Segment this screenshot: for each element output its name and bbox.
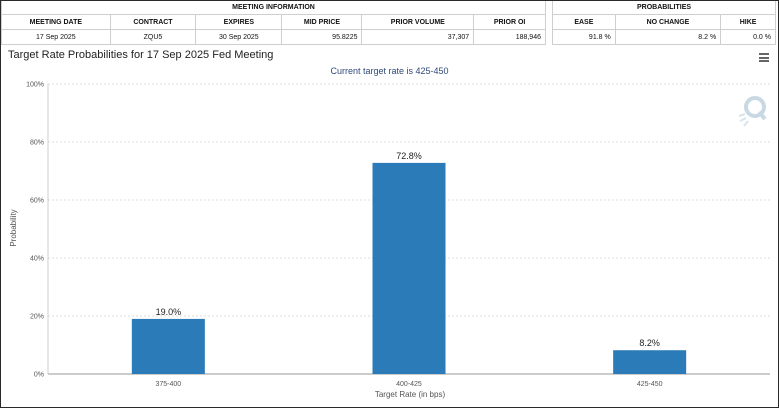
- bar[interactable]: [131, 318, 205, 374]
- y-tick-label: 60%: [30, 198, 44, 205]
- cell-hike: 0.0 %: [720, 29, 776, 45]
- cell-prior-volume: 37,307: [361, 29, 475, 45]
- meeting-info-header: MEETING INFORMATION: [1, 1, 546, 15]
- col-mid-price: MID PRICE: [281, 14, 363, 30]
- cell-no-change: 8.2 %: [614, 29, 722, 45]
- x-tick-label: 400-425: [396, 381, 422, 388]
- meeting-info-table: MEETING INFORMATION MEETING DATE CONTRAC…: [1, 1, 546, 45]
- cell-prior-oi: 188,946: [473, 29, 546, 45]
- data-label: 72.8%: [396, 151, 422, 161]
- hamburger-menu-icon[interactable]: [759, 53, 769, 62]
- y-tick-label: 0%: [34, 372, 44, 379]
- x-tick-label: 375-400: [155, 381, 181, 388]
- q-logo-icon: [738, 96, 767, 127]
- x-tick-label: 425-450: [637, 381, 663, 388]
- probabilities-header: PROBABILITIES: [552, 1, 776, 15]
- bar[interactable]: [372, 162, 446, 374]
- y-tick-label: 40%: [30, 256, 44, 263]
- probabilities-table: PROBABILITIES EASE NO CHANGE HIKE 91.8 %…: [552, 1, 776, 45]
- bar[interactable]: [613, 350, 687, 374]
- y-tick-label: 20%: [30, 314, 44, 321]
- cell-meeting-date: 17 Sep 2025: [1, 29, 111, 45]
- x-axis-label: Target Rate (in bps): [375, 390, 446, 399]
- data-label: 19.0%: [156, 307, 182, 317]
- col-expires: EXPIRES: [195, 14, 283, 30]
- col-hike: HIKE: [720, 14, 776, 30]
- table-row: 17 Sep 2025 ZQU5 30 Sep 2025 95.8225 37,…: [1, 29, 546, 45]
- y-tick-label: 100%: [26, 82, 44, 89]
- col-prior-volume: PRIOR VOLUME: [361, 14, 475, 30]
- cell-expires: 30 Sep 2025: [195, 29, 283, 45]
- data-label: 8.2%: [639, 338, 660, 348]
- chart-title: Target Rate Probabilities for 17 Sep 202…: [8, 49, 274, 61]
- cell-mid-price: 95.8225: [281, 29, 363, 45]
- cell-ease: 91.8 %: [552, 29, 616, 45]
- chart-subtitle: Current target rate is 425-450: [330, 66, 449, 76]
- y-axis-label: Probability: [9, 209, 18, 246]
- y-tick-label: 80%: [30, 140, 44, 147]
- table-row: 91.8 % 8.2 % 0.0 %: [552, 29, 776, 45]
